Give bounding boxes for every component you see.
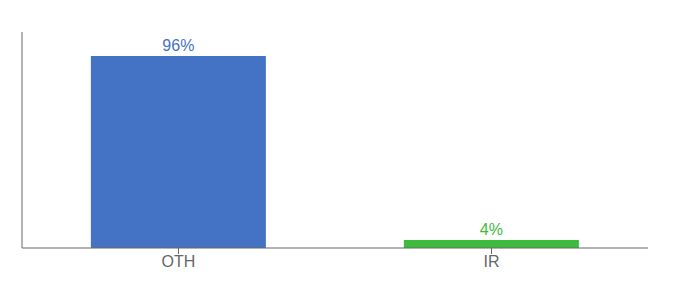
svg-text:OTH: OTH — [162, 253, 196, 270]
svg-text:IR: IR — [484, 253, 500, 270]
svg-text:96%: 96% — [162, 37, 194, 54]
svg-text:4%: 4% — [480, 221, 503, 238]
